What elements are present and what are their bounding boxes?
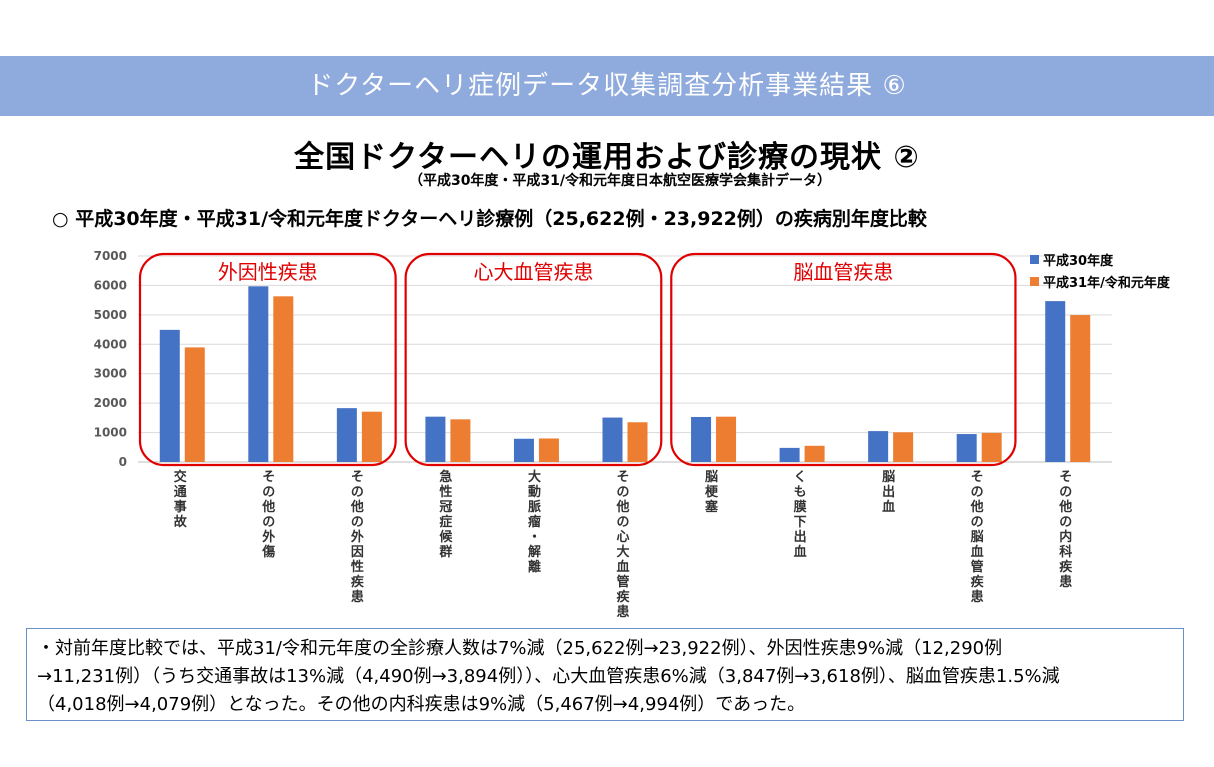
group-label: 脳血管疾患 bbox=[793, 260, 893, 284]
bar-1 bbox=[1045, 301, 1066, 462]
y-tick-label: 3000 bbox=[94, 367, 127, 381]
legend-swatch-series-1 bbox=[1030, 254, 1039, 264]
group-label: 心大血管疾患 bbox=[473, 260, 593, 284]
category-label: その他の脳血管疾患 bbox=[970, 470, 985, 605]
bar-1 bbox=[868, 431, 889, 462]
group-box bbox=[138, 252, 397, 467]
bar-2 bbox=[716, 416, 737, 462]
legend-label-series-1: 平成30年度 bbox=[1043, 253, 1114, 269]
bar-chart-svg: 0 1000 2000 3000 4000 5000 6000 7000 交通事故 その他の外傷 そ… bbox=[94, 249, 1112, 620]
category-label: その他の心大血管疾患 bbox=[615, 470, 630, 620]
category-label: 脳梗塞 bbox=[705, 470, 719, 515]
legend-swatch-series-2 bbox=[1030, 276, 1039, 286]
category-label: 交通事故 bbox=[174, 469, 188, 530]
category-label: 大動脈瘤・解離 bbox=[527, 469, 541, 575]
bar-1 bbox=[779, 447, 800, 462]
bar-1 bbox=[336, 408, 357, 462]
legend-item-series-1: 平成30年度 bbox=[1030, 248, 1170, 270]
section-heading: ○ 平成30年度・平成31/令和元年度ドクターヘリ診療例（25,622例・23,… bbox=[52, 208, 927, 230]
group-box bbox=[670, 252, 1017, 467]
page-subtitle: （平成30年度・平成31/令和元年度日本航空医療学会集計データ） bbox=[408, 173, 832, 189]
summary-box: ・対前年度比較では、平成31/令和元年度の全診療人数は7%減（25,622例→2… bbox=[26, 628, 1184, 721]
chart-legend: 平成30年度 平成31年/令和元年度 bbox=[1030, 248, 1170, 292]
summary-line-3: （4,018例→4,079例）となった。その他の内科疾患は9%減（5,467例→… bbox=[37, 694, 806, 715]
bar-2 bbox=[273, 296, 294, 462]
category-label: 脳出血 bbox=[882, 470, 895, 515]
group-box bbox=[404, 252, 663, 467]
y-tick-label: 4000 bbox=[94, 337, 127, 351]
y-tick-label: 5000 bbox=[94, 308, 127, 322]
bar-2 bbox=[450, 419, 471, 462]
banner-title: ドクターヘリ症例データ収集調査分析事業結果 ⑥ bbox=[0, 56, 1214, 116]
bar-1 bbox=[602, 417, 623, 462]
bar-chart: 0 1000 2000 3000 4000 5000 6000 7000 交通事故 その他の外傷 そ… bbox=[0, 236, 1214, 636]
category-label: その他の内科疾患 bbox=[1058, 470, 1073, 590]
bar-1 bbox=[956, 434, 977, 462]
bar-2 bbox=[538, 438, 559, 462]
y-tick-label: 7000 bbox=[94, 249, 127, 263]
category-label: くも膜下出血 bbox=[794, 470, 807, 560]
category-label: 急性冠症候群 bbox=[439, 469, 453, 560]
bar-1 bbox=[159, 329, 180, 462]
category-label: その他の外因性疾患 bbox=[350, 470, 365, 605]
bar-2 bbox=[184, 347, 205, 462]
y-tick-label: 0 bbox=[119, 455, 127, 469]
y-tick-label: 6000 bbox=[94, 278, 127, 292]
bar-1 bbox=[513, 438, 534, 462]
bar-1 bbox=[425, 416, 446, 462]
category-label: その他の外傷 bbox=[261, 470, 275, 560]
bar-2 bbox=[361, 411, 382, 462]
y-tick-label: 1000 bbox=[94, 426, 127, 440]
bar-2 bbox=[981, 432, 1002, 462]
legend-label-series-2: 平成31年/令和元年度 bbox=[1043, 275, 1170, 291]
bar-1 bbox=[691, 416, 712, 462]
y-tick-label: 2000 bbox=[94, 396, 127, 410]
bar-2 bbox=[1070, 315, 1091, 462]
bar-2 bbox=[804, 445, 825, 462]
group-label: 外因性疾患 bbox=[218, 260, 318, 284]
summary-line-1: ・対前年度比較では、平成31/令和元年度の全診療人数は7%減（25,622例→2… bbox=[37, 638, 1003, 659]
bar-2 bbox=[627, 422, 648, 462]
summary-line-2: →11,231例）（うち交通事故は13%減（4,490例→3,894例））、心大… bbox=[37, 666, 1060, 687]
bar-2 bbox=[893, 432, 914, 462]
bar-1 bbox=[248, 286, 269, 462]
legend-item-series-2: 平成31年/令和元年度 bbox=[1030, 270, 1170, 292]
page-title: 全国ドクターヘリの運用および診療の現状 ② bbox=[294, 140, 920, 175]
